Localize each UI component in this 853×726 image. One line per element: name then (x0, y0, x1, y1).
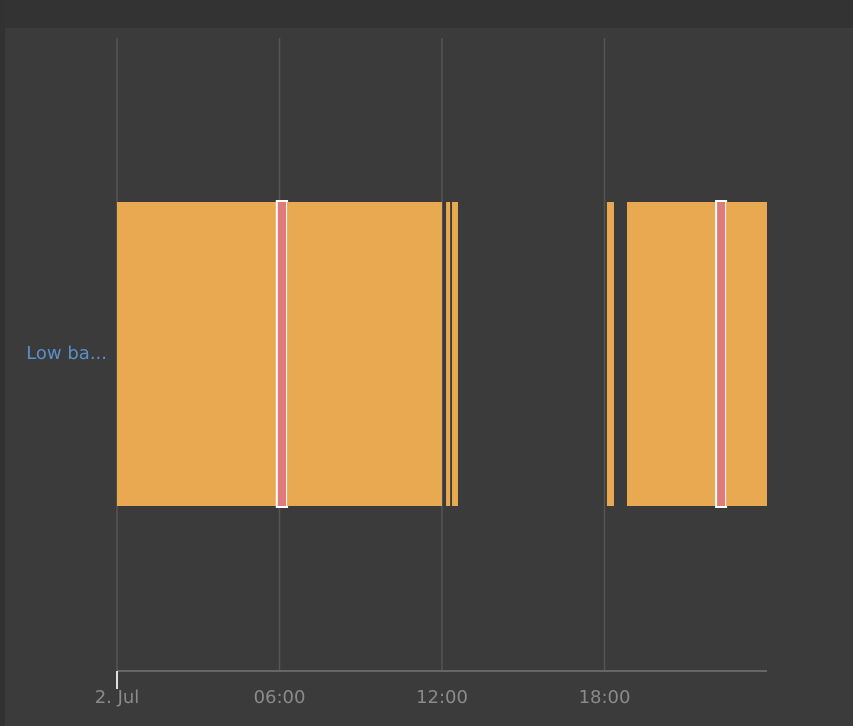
segment (452, 202, 458, 506)
x-tick-label: 2. Jul (95, 687, 140, 708)
segment (726, 202, 767, 506)
segment (606, 202, 614, 506)
x-tick-label: 06:00 (254, 687, 306, 708)
left-edge (0, 0, 5, 726)
highlight-segment (715, 200, 728, 508)
segment (626, 202, 717, 506)
x-tick-label: 18:00 (579, 687, 631, 708)
segment (287, 202, 442, 506)
highlight-segment (275, 200, 289, 508)
segment (446, 202, 451, 506)
top-bar (0, 0, 853, 28)
x-tick-label: 12:00 (416, 687, 468, 708)
row-label: Low ba... (26, 343, 107, 364)
segment (117, 202, 277, 506)
